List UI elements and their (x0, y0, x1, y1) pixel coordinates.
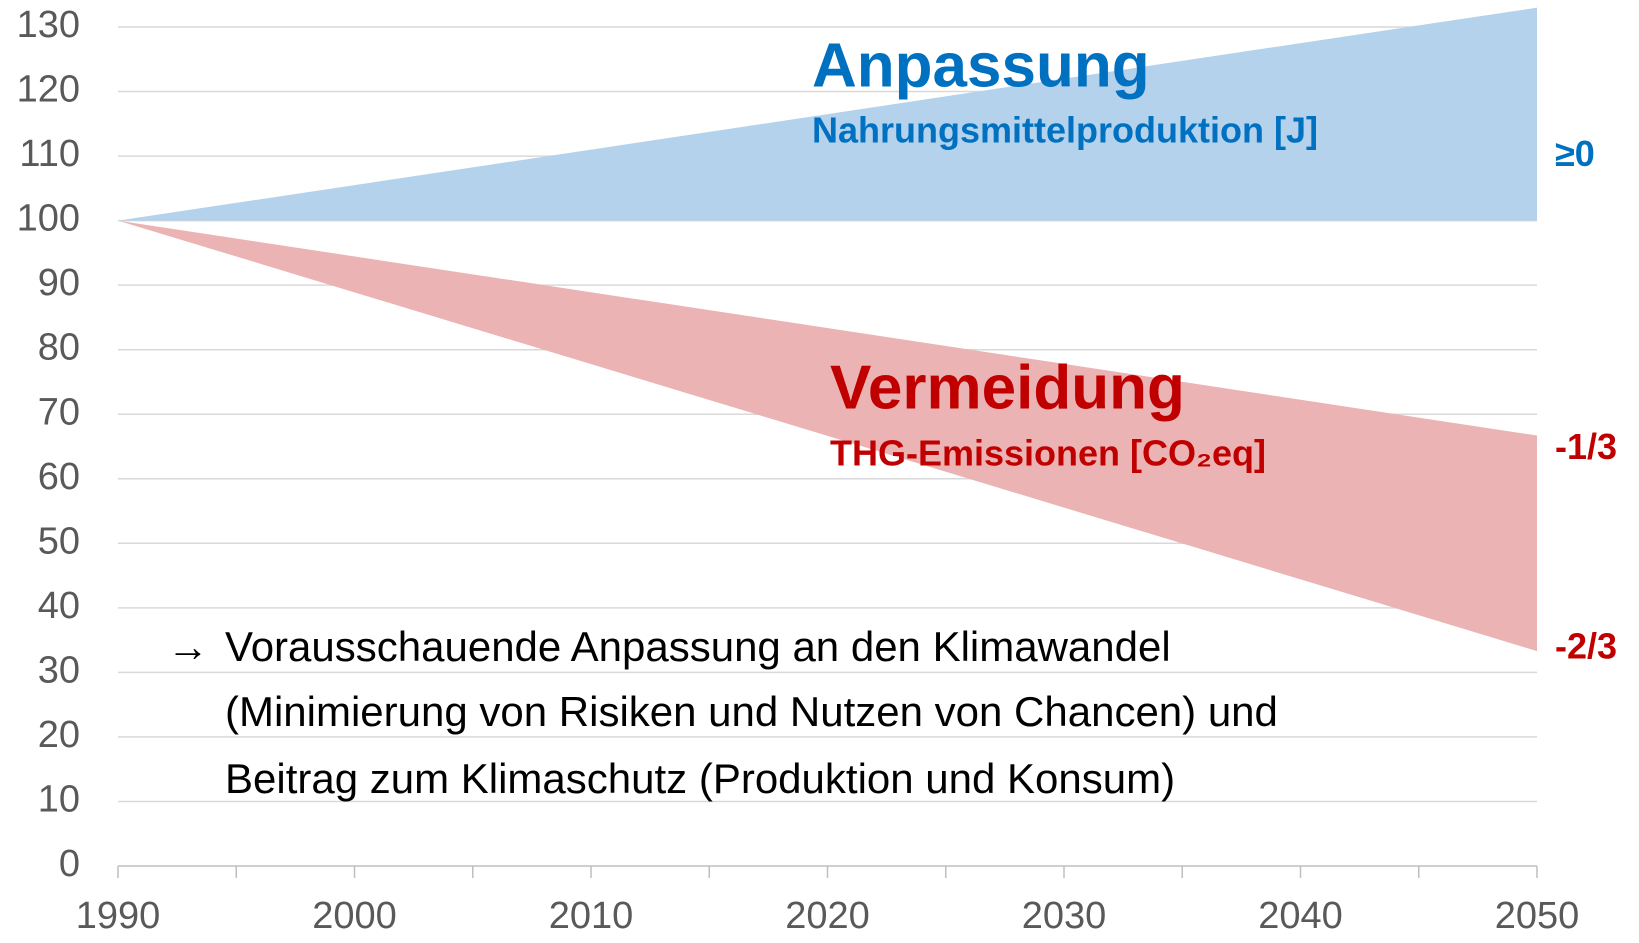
note-line: (Minimierung von Risiken und Nutzen von … (225, 688, 1278, 735)
y-tick-label: 20 (38, 714, 80, 756)
foreground: Anpassung Nahrungsmittelproduktion [J] V… (167, 31, 1318, 802)
end-label: ≥0 (1555, 133, 1595, 174)
y-tick-label: 40 (38, 585, 80, 627)
y-tick-label: 130 (17, 4, 80, 46)
range-area (118, 7, 1537, 221)
note-line: Vorausschauende Anpassung an den Klimawa… (225, 623, 1171, 670)
y-tick-label: 120 (17, 69, 80, 111)
y-tick-label: 70 (38, 391, 80, 433)
note-line: Beitrag zum Klimaschutz (Produktion und … (225, 755, 1175, 802)
series-name: Vermeidung (830, 353, 1185, 422)
y-tick-label: 50 (38, 520, 80, 562)
y-tick-label: 0 (59, 843, 80, 885)
x-tick-label: 2040 (1258, 895, 1343, 937)
y-tick-label: 60 (38, 456, 80, 498)
range-area (118, 220, 1537, 652)
x-tick-label: 1990 (76, 895, 161, 937)
y-tick-label: 30 (38, 649, 80, 691)
note-marker: → (167, 623, 209, 670)
y-tick-label: 80 (38, 327, 80, 369)
end-label: -1/3 (1555, 426, 1617, 467)
x-tick-label: 2020 (785, 895, 870, 937)
x-tick-label: 2030 (1022, 895, 1107, 937)
end-label: -2/3 (1555, 626, 1617, 667)
x-tick-label: 2000 (312, 895, 397, 937)
y-tick-label: 110 (19, 133, 80, 175)
y-tick-label: 90 (38, 262, 80, 304)
y-tick-label: 100 (17, 198, 80, 240)
y-tick-label: 10 (38, 778, 80, 820)
series-subtitle: THG-Emissionen [CO₂eq] (830, 433, 1266, 474)
series-subtitle: Nahrungsmittelproduktion [J] (812, 110, 1318, 151)
areas: ≥0 -1/3 -2/3 (118, 7, 1617, 667)
series-name: Anpassung (812, 31, 1150, 100)
x-tick-label: 2010 (549, 895, 634, 937)
x-tick-label: 2050 (1495, 895, 1580, 937)
